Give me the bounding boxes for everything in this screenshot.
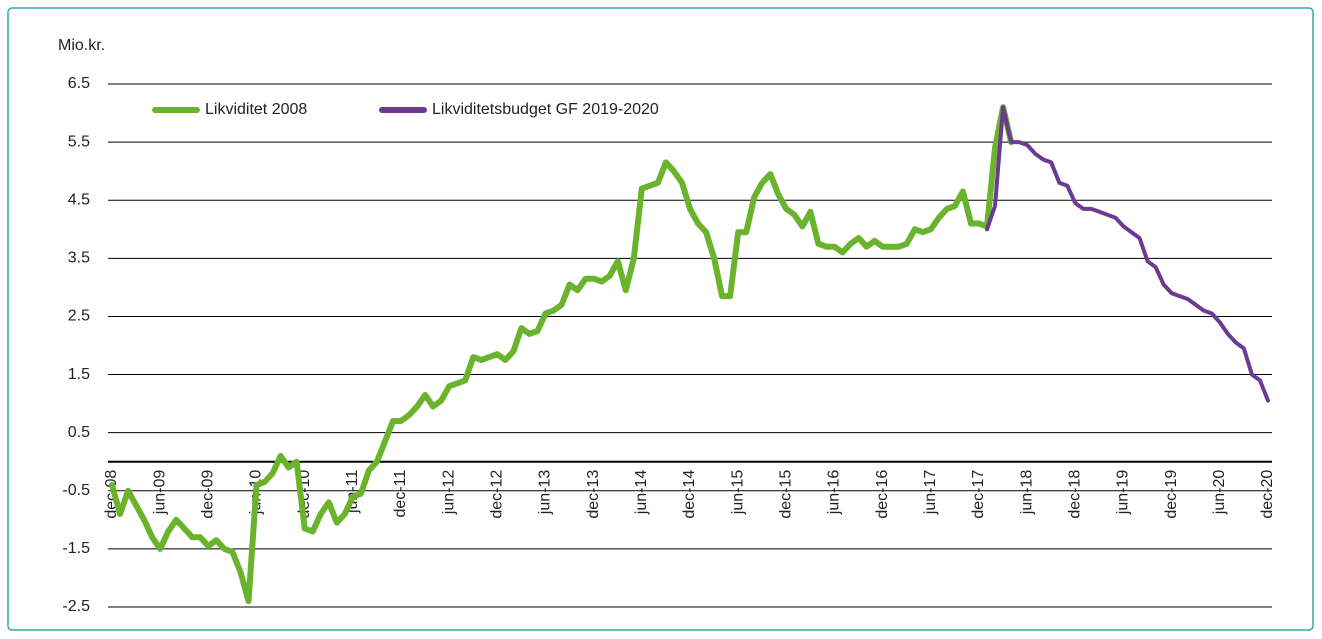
y-tick-label: 3.5 bbox=[68, 250, 90, 267]
x-tick-label: dec-20 bbox=[1259, 470, 1276, 519]
y-tick-label: 6.5 bbox=[68, 75, 90, 92]
y-tick-label: -0.5 bbox=[62, 482, 90, 499]
frame bbox=[7, 7, 1314, 631]
x-tick-label: dec-13 bbox=[585, 470, 602, 519]
x-tick-label: dec-18 bbox=[1067, 470, 1084, 519]
series-line bbox=[109, 104, 1015, 605]
x-tick-label: jun-17 bbox=[922, 470, 939, 516]
x-tick-label: jun-18 bbox=[1018, 470, 1035, 516]
x-tick-label: dec-12 bbox=[489, 470, 506, 519]
y-tick-label: -1.5 bbox=[62, 540, 90, 557]
y-tick-label: 0.5 bbox=[68, 424, 90, 441]
x-tick-label: dec-14 bbox=[681, 470, 698, 519]
x-tick-label: dec-17 bbox=[970, 470, 987, 519]
y-tick-label: 4.5 bbox=[68, 191, 90, 208]
y-tick-label: 1.5 bbox=[68, 366, 90, 383]
y-tick-label: 2.5 bbox=[68, 308, 90, 325]
x-tick-label: jun-14 bbox=[633, 470, 650, 516]
x-tick-label: jun-13 bbox=[537, 470, 554, 516]
series-line bbox=[985, 105, 1270, 403]
legend-label: Likviditet 2008 bbox=[205, 101, 307, 118]
y-tick-label: -2.5 bbox=[62, 598, 90, 615]
x-tick-label: jun-16 bbox=[826, 470, 843, 516]
x-tick-label: dec-19 bbox=[1163, 470, 1180, 519]
x-tick-label: dec-09 bbox=[200, 470, 217, 519]
y-axis-label: Mio.kr. bbox=[58, 37, 105, 54]
x-tick-label: jun-15 bbox=[729, 470, 746, 516]
x-tick-label: dec-15 bbox=[778, 470, 795, 519]
legend-label: Likviditetsbudget GF 2019-2020 bbox=[432, 101, 659, 118]
x-tick-label: jun-20 bbox=[1211, 470, 1228, 516]
x-tick-label: jun-19 bbox=[1115, 470, 1132, 516]
x-tick-label: dec-16 bbox=[874, 470, 891, 519]
y-tick-label: 5.5 bbox=[68, 133, 90, 150]
x-tick-label: jun-09 bbox=[151, 470, 168, 516]
x-tick-label: jun-12 bbox=[440, 470, 457, 516]
x-tick-label: dec-11 bbox=[392, 470, 409, 518]
